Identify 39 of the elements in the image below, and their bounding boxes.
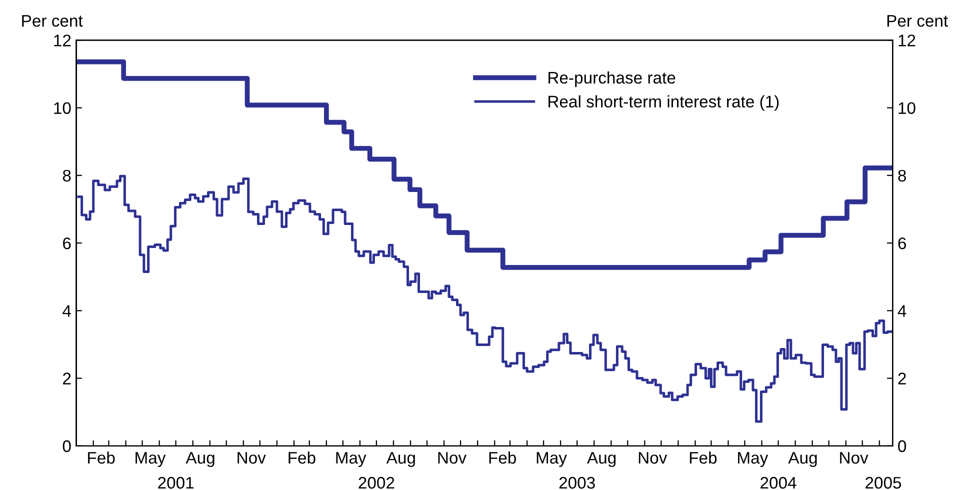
x-tick-label: Nov	[238, 452, 266, 464]
y2-tick-label: 6	[898, 237, 906, 250]
x-tick-label: Feb	[288, 451, 316, 464]
y2-tick-label: 4	[898, 305, 906, 317]
x-tick-label: Nov	[438, 452, 467, 464]
x-tick-label: Aug	[587, 452, 616, 467]
x2-tick-label: 2002	[358, 476, 394, 489]
y-axis-title: Per cent	[22, 15, 83, 27]
x-tick-label: Feb	[88, 451, 115, 464]
x-tick-label: Aug	[788, 452, 817, 467]
x2-tick-label: 2003	[559, 476, 595, 489]
y-tick-label: 12	[54, 34, 71, 46]
x2-tick-label: 2004	[760, 476, 796, 489]
y-tick-label: 4	[62, 305, 71, 317]
y2-tick-label: 2	[898, 372, 906, 384]
x2-tick-label: 2005	[866, 476, 902, 489]
y2-axis-title: Per cent	[887, 15, 948, 27]
y-tick-label: 6	[63, 237, 71, 250]
legend-label: Re-purchase rate	[548, 71, 676, 87]
y2-tick-label: 8	[898, 170, 906, 182]
x-tick-label: Aug	[386, 452, 415, 467]
legend-label: Real short-term interest rate (1)	[548, 95, 779, 111]
x-tick-label: May	[738, 452, 768, 467]
x-tick-label: May	[536, 452, 567, 467]
x-tick-label: Aug	[186, 452, 214, 467]
y2-tick-label: 12	[898, 34, 916, 46]
y-tick-label: 0	[62, 440, 71, 452]
y-tick-label: 8	[62, 170, 71, 182]
y-tick-label: 10	[54, 102, 71, 114]
x2-tick-label: 2001	[158, 476, 194, 489]
x-tick-label: Nov	[840, 452, 868, 464]
x-tick-label: May	[336, 452, 366, 467]
y-tick-label: 2	[63, 372, 71, 384]
x-tick-label: Nov	[638, 452, 668, 464]
y2-tick-label: 10	[898, 102, 916, 114]
x-tick-label: Feb	[489, 451, 516, 464]
y2-tick-label: 0	[898, 440, 906, 452]
x-tick-label: May	[136, 452, 166, 467]
x-tick-label: Feb	[690, 451, 717, 464]
